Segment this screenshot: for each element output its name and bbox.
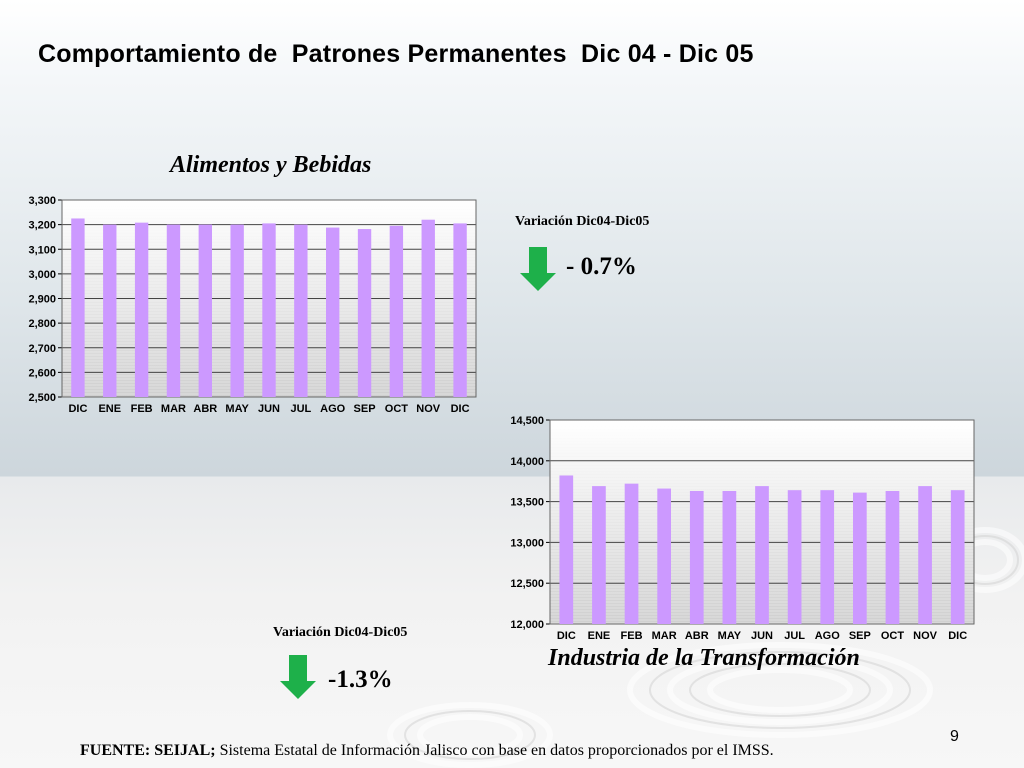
x-tick-label: DIC — [68, 403, 87, 415]
bar — [103, 224, 117, 397]
x-tick-label: ENE — [98, 403, 121, 415]
y-tick-label: 2,800 — [28, 318, 56, 330]
chart-title-industria: Industria de la Transformación — [548, 645, 860, 671]
bar — [787, 490, 802, 624]
y-tick-label: 2,700 — [28, 343, 56, 355]
x-tick-label: FEB — [621, 630, 643, 642]
chart-title-alimentos: Alimentos y Bebidas — [170, 152, 372, 178]
y-tick-label: 3,200 — [28, 220, 56, 232]
x-tick-label: ABR — [685, 630, 709, 642]
y-tick-label: 12,000 — [510, 619, 544, 631]
y-tick-label: 2,600 — [28, 367, 56, 379]
bar — [421, 219, 435, 397]
bar — [559, 475, 574, 624]
y-tick-label: 13,500 — [510, 497, 544, 509]
page-number: 9 — [950, 728, 959, 745]
chart-alimentos-bebidas: 2,500 2,600 2,700 2,800 2,900 3,000 3,100 3,200… — [28, 195, 477, 415]
variation-label-alimentos: Variación Dic04-Dic05 — [515, 214, 650, 229]
x-tick-label: MAY — [225, 403, 249, 415]
x-tick-label: SEP — [354, 403, 376, 415]
y-tick-label: 14,500 — [510, 415, 544, 427]
bar — [689, 490, 704, 624]
footer-source-label: FUENTE: SEIJAL; — [80, 742, 216, 759]
x-tick-label: ENE — [588, 630, 611, 642]
y-tick-label: 13,000 — [510, 537, 544, 549]
bar — [134, 222, 149, 397]
x-tick-label: DIC — [948, 630, 967, 642]
x-tick-label: JUN — [751, 630, 773, 642]
bar — [657, 488, 672, 624]
y-tick-label: 12,500 — [510, 578, 544, 590]
bar — [722, 490, 737, 624]
x-tick-label: JUL — [290, 403, 311, 415]
x-tick-label: NOV — [416, 403, 441, 415]
bar — [357, 229, 372, 397]
chart-industria-transformacion: 12,000 12,500 13,000 13,500 14,000 14,500 DIC E… — [510, 415, 975, 642]
source-footer: FUENTE: SEIJAL; Sistema Estatal de Infor… — [80, 742, 774, 760]
x-tick-label: OCT — [385, 403, 409, 415]
footer-source-text: Sistema Estatal de Información Jalisco c… — [215, 742, 774, 759]
variation-value-alimentos: - 0.7% — [566, 253, 637, 280]
y-tick-label: 3,300 — [28, 195, 56, 207]
bar — [294, 224, 308, 397]
x-tick-label: AGO — [815, 630, 841, 642]
x-tick-label: FEB — [131, 403, 153, 415]
bar — [918, 486, 932, 624]
bar — [166, 224, 181, 397]
bar — [453, 223, 467, 397]
bar — [592, 486, 606, 624]
bar — [326, 227, 340, 397]
page-title: Comportamiento de Patrones Permanentes D… — [38, 40, 754, 68]
bar — [885, 490, 900, 624]
x-tick-label: DIC — [557, 630, 576, 642]
x-tick-label: SEP — [849, 630, 871, 642]
bar — [950, 490, 965, 624]
x-tick-label: MAR — [652, 630, 677, 642]
bar — [852, 492, 867, 624]
y-tick-label: 3,000 — [28, 269, 56, 281]
x-tick-label: MAR — [161, 403, 186, 415]
y-tick-label: 3,100 — [28, 244, 56, 256]
variation-label-industria: Variación Dic04-Dic05 — [273, 625, 408, 640]
x-tick-label: ABR — [193, 403, 217, 415]
bar — [230, 224, 244, 397]
bar — [820, 490, 835, 624]
x-tick-label: AGO — [320, 403, 346, 415]
variation-value-industria: -1.3% — [328, 666, 393, 693]
bar — [389, 225, 404, 397]
x-tick-label: JUN — [258, 403, 280, 415]
down-arrow-icon — [280, 655, 316, 699]
bar — [71, 218, 85, 397]
y-tick-label: 2,500 — [28, 392, 56, 404]
x-tick-label: NOV — [913, 630, 938, 642]
bar — [262, 223, 276, 397]
x-tick-label: OCT — [881, 630, 905, 642]
y-tick-label: 2,900 — [28, 294, 56, 306]
down-arrow-icon — [520, 247, 556, 291]
x-tick-label: DIC — [451, 403, 470, 415]
x-tick-label: MAY — [718, 630, 742, 642]
x-tick-label: JUL — [784, 630, 805, 642]
bar — [624, 483, 639, 624]
bar — [198, 224, 212, 397]
y-tick-label: 14,000 — [510, 456, 544, 468]
bar — [755, 486, 769, 624]
